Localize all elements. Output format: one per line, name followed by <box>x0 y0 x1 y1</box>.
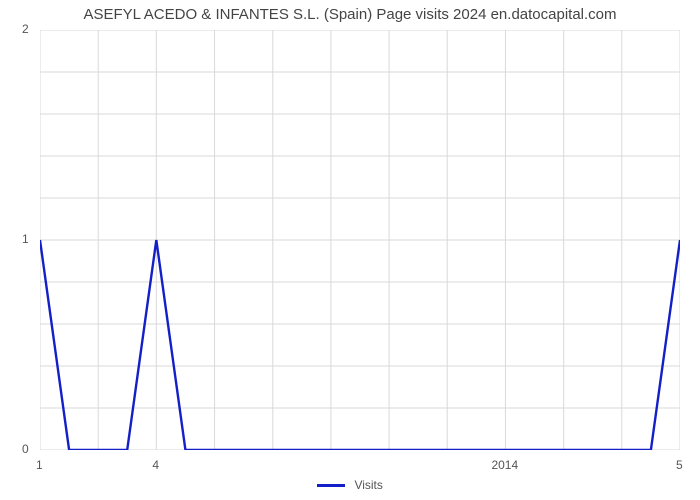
x-tick-3: 5 <box>676 458 683 472</box>
chart-svg <box>40 30 680 450</box>
legend-swatch <box>317 484 345 487</box>
y-tick-1: 1 <box>22 232 29 246</box>
chart-legend: Visits <box>0 478 700 492</box>
x-tick-1: 4 <box>152 458 159 472</box>
x-tick-2: 2014 <box>491 458 518 472</box>
chart-title: ASEFYL ACEDO & INFANTES S.L. (Spain) Pag… <box>0 0 700 23</box>
legend-label: Visits <box>354 478 382 492</box>
x-tick-0: 1 <box>36 458 43 472</box>
y-tick-0: 0 <box>22 442 29 456</box>
chart-plot-area <box>40 30 680 450</box>
y-tick-2: 2 <box>22 22 29 36</box>
